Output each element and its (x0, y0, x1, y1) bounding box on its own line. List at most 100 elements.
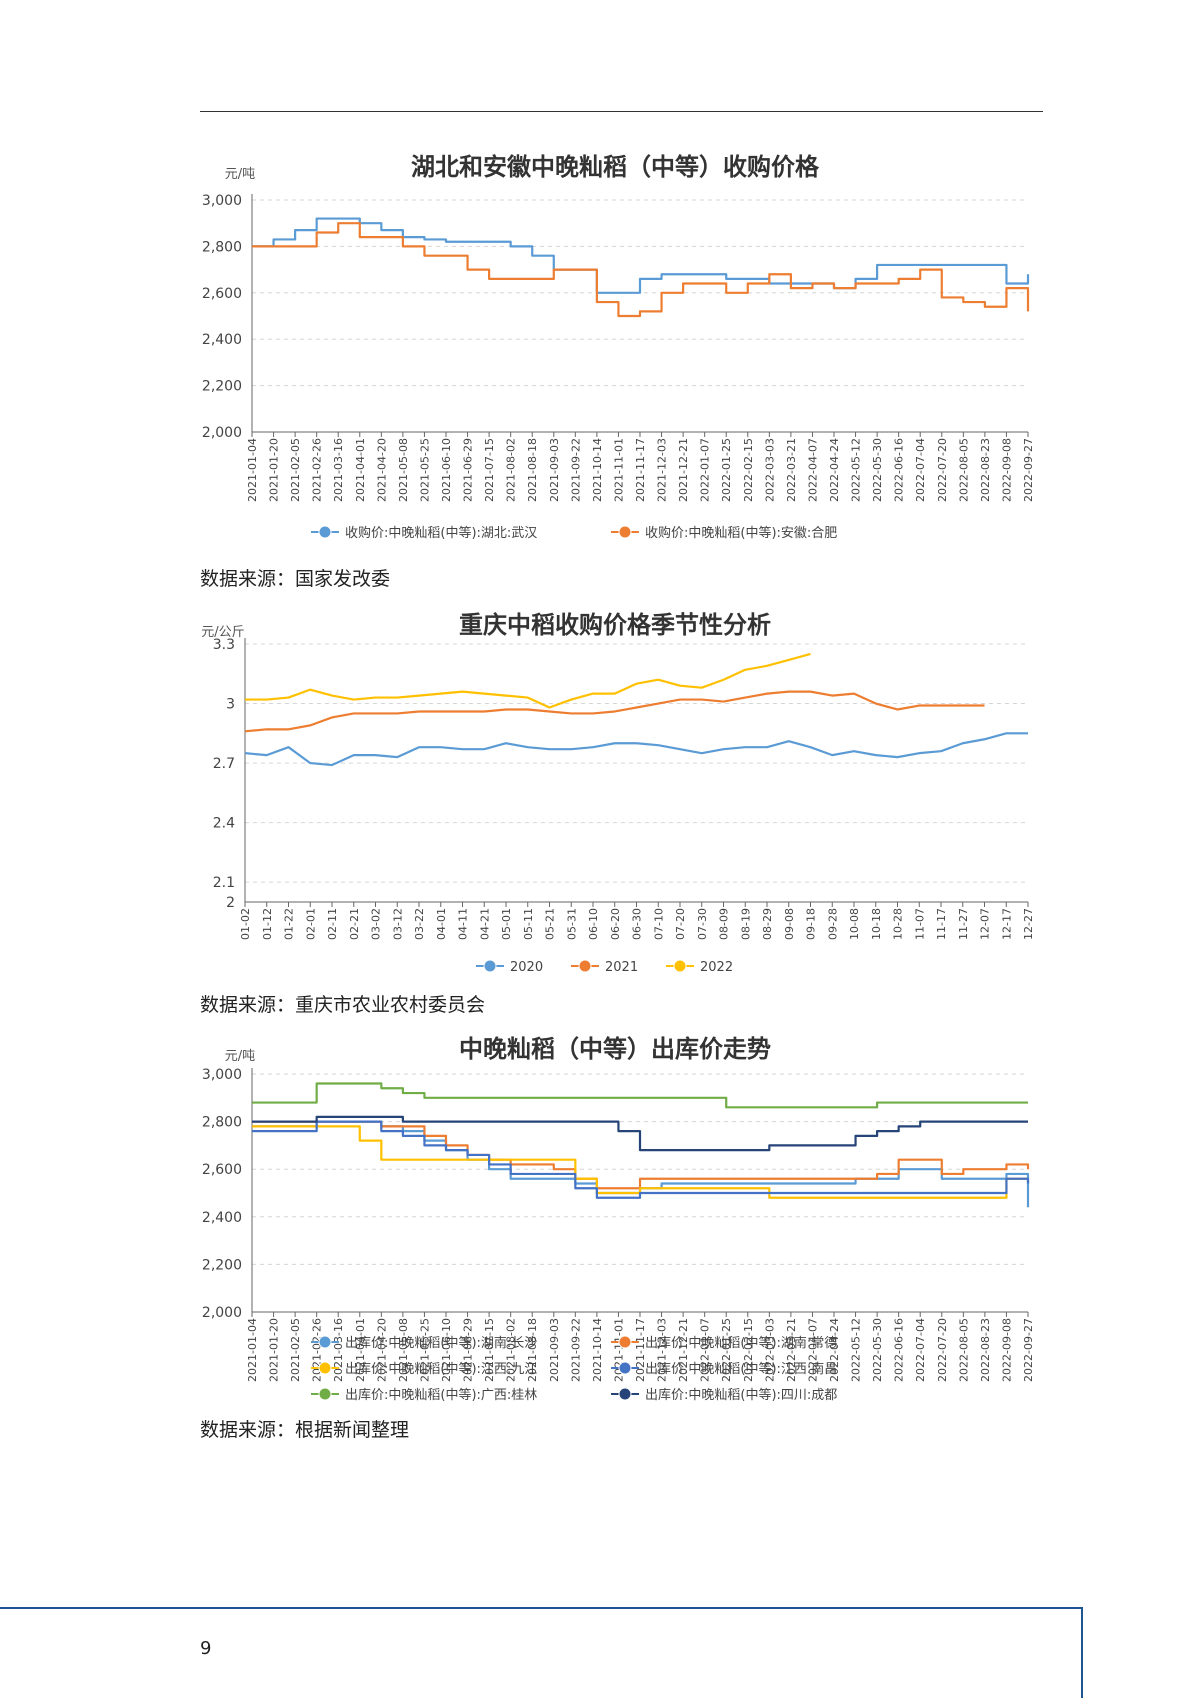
x-tick-label: 05-21 (544, 908, 557, 940)
x-tick-label: 2021-11-17 (634, 438, 647, 502)
source-note-1: 数据来源：国家发改委 (200, 568, 391, 590)
x-tick-label: 2021-01-04 (246, 438, 259, 502)
x-tick-label: 2021-09-22 (569, 438, 582, 502)
x-tick-label: 2022-01-25 (720, 438, 733, 502)
legend-item[interactable]: 2022 (666, 959, 733, 975)
legend-dot-marker (318, 525, 332, 539)
series-line (244, 732, 1028, 767)
y-tick-label: 2,800 (202, 1115, 242, 1131)
y-tick-label: 2.1 (213, 875, 235, 891)
y-tick-label: 2,400 (202, 332, 242, 348)
legend-item[interactable]: 出库价:中晚籼稻(中等):广西:桂林 (311, 1387, 537, 1403)
x-tick-label: 2021-07-15 (483, 438, 496, 502)
x-tick-label: 2021-06-10 (440, 1318, 453, 1382)
series-line (252, 1125, 1028, 1199)
x-tick-label: 11-17 (935, 908, 948, 940)
x-tick-label: 2021-09-22 (569, 1318, 582, 1382)
legend-item[interactable]: 2020 (476, 959, 543, 975)
x-tick-label: 2021-04-20 (375, 438, 388, 502)
x-tick-label: 2022-05-12 (850, 438, 863, 502)
x-tick-label: 10-08 (848, 908, 861, 940)
x-tick-label: 08-19 (739, 908, 752, 940)
x-tick-label: 2022-06-16 (893, 1318, 906, 1382)
x-tick-label: 2022-08-05 (957, 1318, 970, 1382)
legend-dot-marker (578, 959, 592, 973)
x-tick-label: 2021-12-03 (656, 1318, 669, 1382)
legend-item[interactable]: 出库价:中晚籼稻(中等):江西:九江 (311, 1361, 537, 1377)
x-tick-label: 2022-08-05 (957, 438, 970, 502)
legend-item[interactable]: 出库价:中晚籼稻(中等):江西:南昌 (611, 1361, 837, 1377)
y-tick-label: 2,200 (202, 379, 242, 395)
x-tick-label: 2022-01-25 (720, 1318, 733, 1382)
legend-label: 2021 (605, 960, 638, 975)
legend-item[interactable]: 收购价:中晚籼稻(中等):安徽:合肥 (611, 525, 837, 541)
x-tick-label: 07-10 (652, 908, 665, 940)
x-tick-label: 03-12 (391, 908, 404, 940)
x-tick-label: 2021-04-20 (375, 1318, 388, 1382)
legend-label: 2022 (700, 960, 733, 975)
x-tick-label: 01-02 (239, 908, 252, 940)
x-tick-label: 05-01 (500, 908, 513, 940)
legend-item[interactable]: 收购价:中晚籼稻(中等):湖北:武汉 (311, 525, 537, 541)
x-tick-label: 2022-04-24 (828, 438, 841, 502)
y-tick-label: 2,600 (202, 286, 242, 302)
x-tick-label: 2022-08-23 (979, 438, 992, 502)
x-tick-label: 2022-07-20 (936, 438, 949, 502)
y-tick-label: 2.4 (213, 816, 235, 832)
x-tick-label: 2021-11-01 (612, 438, 625, 502)
x-tick-label: 09-18 (805, 908, 818, 940)
legend-label: 出库价:中晚籼稻(中等):湖南:常德 (645, 1335, 837, 1351)
y-tick-label: 2,000 (202, 1305, 242, 1321)
x-tick-label: 2021-12-03 (656, 438, 669, 502)
x-tick-label: 2021-08-02 (505, 1318, 518, 1382)
legend-item[interactable]: 出库价:中晚籼稻(中等):四川:成都 (611, 1387, 837, 1403)
x-tick-label: 01-22 (283, 908, 296, 940)
legend-dot-marker (318, 1387, 332, 1401)
legend-label: 出库价:中晚籼稻(中等):江西:九江 (345, 1361, 537, 1377)
series-line (252, 1115, 1028, 1152)
legend-item[interactable]: 出库价:中晚籼稻(中等):湖南:常德 (611, 1335, 837, 1351)
y-tick-label: 3.3 (213, 637, 235, 653)
x-tick-label: 2022-02-15 (742, 1318, 755, 1382)
legend-item[interactable]: 2021 (571, 959, 638, 975)
series-line (245, 652, 811, 709)
x-tick-label: 2022-07-20 (936, 1318, 949, 1382)
x-tick-label: 2021-06-10 (440, 438, 453, 502)
page-number: 9 (200, 1638, 212, 1659)
y-tick-label: 3,000 (202, 193, 242, 209)
x-tick-label: 01-12 (261, 908, 274, 940)
x-tick-label: 2021-02-05 (289, 438, 302, 502)
x-tick-label: 2022-07-04 (914, 1318, 927, 1382)
x-tick-label: 2021-05-25 (418, 438, 431, 502)
x-tick-label: 2021-10-14 (591, 438, 604, 502)
legend-item[interactable]: 出库价:中晚籼稻(中等):湖南:长沙 (311, 1335, 537, 1351)
chart-title: 中晚籼稻（中等）出库价走势 (459, 1035, 771, 1063)
x-tick-label: 2022-03-03 (763, 1318, 776, 1382)
x-tick-label: 2021-08-18 (526, 1318, 539, 1382)
y-tick-label: 2,600 (202, 1162, 242, 1178)
source-note-3: 数据来源：根据新闻整理 (200, 1419, 410, 1441)
legend-label: 出库价:中晚籼稻(中等):江西:南昌 (645, 1361, 837, 1377)
x-tick-label: 08-29 (761, 908, 774, 940)
x-tick-label: 2021-05-25 (418, 1318, 431, 1382)
x-tick-label: 07-30 (696, 908, 709, 940)
x-tick-label: 2022-03-03 (763, 438, 776, 502)
x-tick-label: 2021-09-03 (548, 438, 561, 502)
x-tick-label: 2021-08-02 (505, 438, 518, 502)
y-tick-label: 3,000 (202, 1067, 242, 1083)
legend-label: 收购价:中晚籼稻(中等):湖北:武汉 (345, 525, 537, 541)
x-tick-label: 2022-05-30 (871, 1318, 884, 1382)
series-line (244, 690, 985, 733)
y-axis-unit: 元/公斤 (201, 625, 244, 640)
x-tick-label: 2022-09-27 (1022, 438, 1035, 502)
x-tick-label: 2021-02-26 (311, 438, 324, 502)
x-tick-label: 2021-05-08 (397, 438, 410, 502)
x-tick-label: 02-21 (348, 908, 361, 940)
x-tick-label: 10-18 (870, 908, 883, 940)
x-tick-label: 2021-06-29 (462, 1318, 475, 1382)
chart-title: 重庆中稻收购价格季节性分析 (459, 611, 771, 639)
x-tick-label: 12-27 (1022, 908, 1035, 940)
y-tick-label: 2,200 (202, 1257, 242, 1273)
y-tick-label: 2,400 (202, 1210, 242, 1226)
